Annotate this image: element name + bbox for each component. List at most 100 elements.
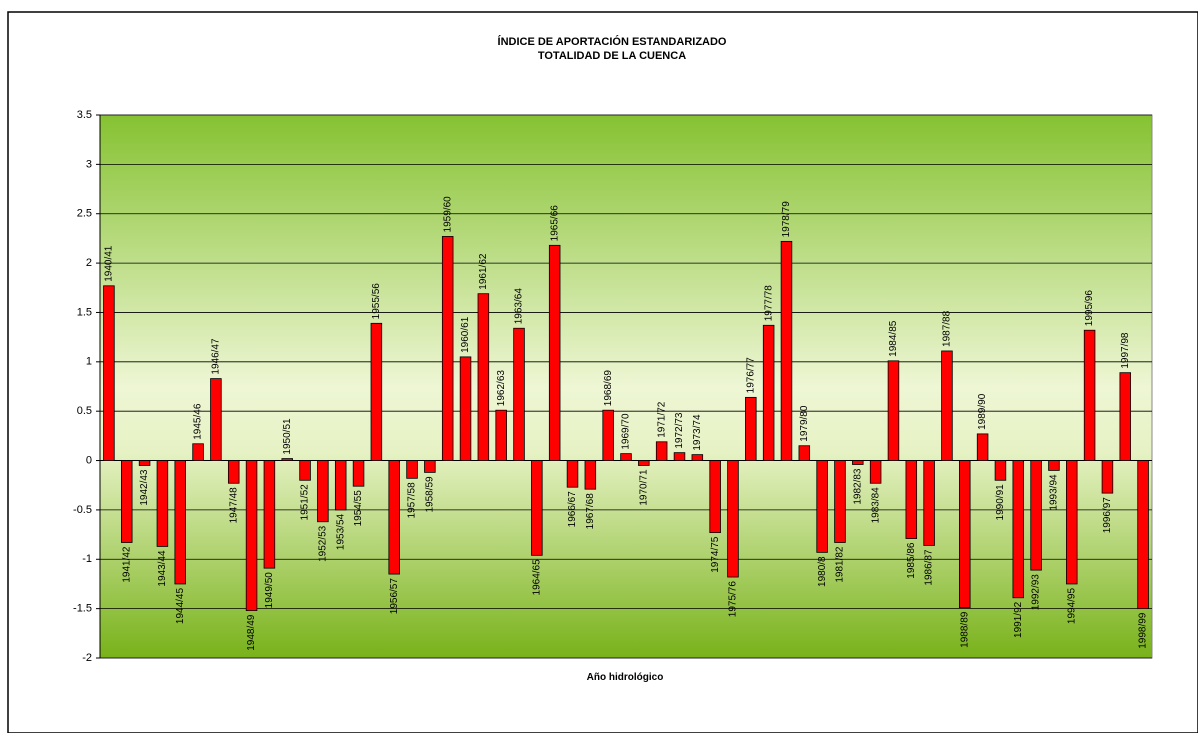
bar [673,452,686,461]
category-label: 1980/8 [817,556,828,587]
bar [227,460,240,484]
bar [1030,460,1042,571]
category-label: 1978/79 [781,201,792,238]
bar [798,445,811,461]
bar [548,244,561,461]
bar [762,324,775,461]
bar [1048,460,1060,471]
category-label: 1963/64 [514,288,525,325]
y-tick-label: -2 [82,652,92,664]
category-label: 1979/80 [799,405,810,442]
category-label: 1946/47 [211,338,222,375]
category-label: 1972/73 [674,412,685,449]
bar [584,460,597,490]
bar [691,454,704,461]
category-label: 1954/55 [353,490,364,527]
bar [816,460,828,553]
bar [370,322,383,461]
category-label: 1951/52 [300,484,311,521]
plot-area: -2 -1.5 -1 -0.5 0 0.5 1 1.5 2 2.5 3 3.5 1940/41 1941/… [73,109,1153,664]
bar [834,460,846,543]
category-label: 1942/43 [139,469,150,506]
category-label: 1944/45 [175,588,186,625]
category-label: 1961/62 [478,253,489,290]
bar [317,460,329,523]
category-label: 1985/86 [906,542,917,579]
bar [1066,460,1078,585]
bar [1137,460,1149,610]
bar [245,460,258,612]
category-label: 1947/48 [228,487,239,524]
category-label: 1955/56 [371,283,382,320]
category-label: 1962/63 [496,370,507,407]
bar [602,409,614,461]
bar [620,453,632,461]
bar [638,460,650,466]
y-tick-label: -0.5 [73,504,92,516]
bar [941,350,953,461]
y-tick-label: 1 [86,356,92,368]
category-label: 1943/44 [157,550,168,587]
y-tick-label: 0 [86,454,92,466]
category-label: 1996/97 [1102,497,1113,534]
category-label: 1997/98 [1120,332,1131,369]
category-label: 1967/68 [585,493,596,530]
category-label: 1973/74 [692,414,703,451]
category-label: 1976/77 [745,357,756,394]
category-label: 1986/87 [924,549,935,586]
bar [976,433,989,461]
y-tick-label: 1.5 [77,306,92,318]
bar [299,460,311,481]
category-label: 1941/42 [121,546,132,583]
plot-background [99,114,1153,659]
category-label: 1940/41 [104,245,115,282]
category-label: 1956/57 [389,578,400,615]
bar [566,460,579,488]
bar [424,460,436,473]
bar [780,240,793,461]
category-label: 1992/93 [1031,574,1042,611]
y-tick-label: 2.5 [77,208,92,220]
category-label: 1995/96 [1084,290,1095,327]
category-label: 1984/85 [888,320,899,357]
bar [334,460,347,511]
bar [1101,460,1114,494]
category-label: 1949/50 [264,572,275,609]
category-label: 1998/99 [1138,612,1149,649]
category-label: 1993/94 [1049,474,1060,511]
bar [103,285,115,461]
bar [477,293,490,461]
category-label: 1990/91 [995,484,1006,521]
bar [459,356,472,461]
category-label: 1987/88 [942,310,953,347]
category-label: 1952/53 [318,525,329,562]
category-label: 1974/75 [710,536,721,573]
bar [352,460,365,487]
bar [156,460,169,547]
bar [441,236,454,461]
bar [655,441,668,461]
bar [138,460,151,466]
bar [905,460,918,539]
category-label: 1966/67 [567,491,578,528]
category-label: 1994/95 [1066,588,1077,625]
chart-title: ÍNDICE DE APORTACIÓN ESTANDARIZADO [498,35,727,48]
category-label: 1958/59 [425,476,436,513]
category-label: 1971/72 [656,401,667,438]
y-tick-label: 3.5 [77,109,92,121]
bar [388,460,400,575]
x-axis-title: Año hidrológico [587,672,664,683]
bar [1119,372,1132,461]
bar [923,460,935,546]
bar [1083,329,1096,461]
category-label: 1989/90 [977,393,988,430]
bar [869,460,882,484]
chart-subtitle: TOTALIDAD DE LA CUENCA [538,50,686,62]
bar [263,460,276,569]
y-tick-label: 2 [86,257,92,269]
category-label: 1964/65 [531,559,542,596]
category-label: 1988/89 [959,611,970,648]
bar [281,458,293,461]
bar [959,460,971,609]
